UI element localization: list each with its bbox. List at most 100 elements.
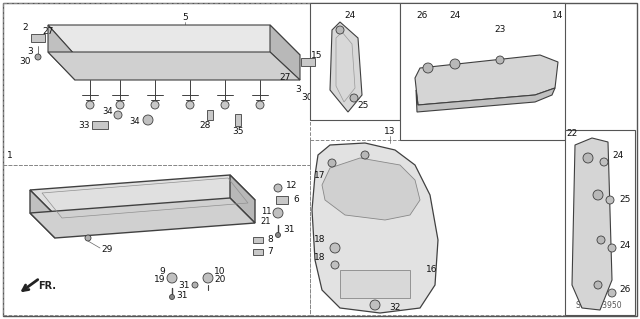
Polygon shape: [330, 22, 362, 112]
Text: 13: 13: [384, 128, 396, 137]
Circle shape: [423, 63, 433, 73]
Text: 5: 5: [182, 13, 188, 23]
Circle shape: [86, 101, 94, 109]
Polygon shape: [270, 25, 300, 80]
Text: 6: 6: [293, 196, 299, 204]
Circle shape: [143, 115, 153, 125]
Text: 11: 11: [260, 207, 271, 217]
Text: 20: 20: [214, 276, 226, 285]
Circle shape: [606, 196, 614, 204]
Text: 26: 26: [416, 11, 428, 19]
Circle shape: [370, 300, 380, 310]
Text: 2: 2: [22, 24, 28, 33]
Text: 3: 3: [27, 48, 33, 56]
Circle shape: [151, 101, 159, 109]
Text: 34: 34: [102, 108, 113, 116]
Bar: [207, 110, 213, 120]
Circle shape: [203, 273, 213, 283]
Text: 18: 18: [314, 235, 326, 244]
Text: 4: 4: [312, 63, 318, 72]
Polygon shape: [30, 190, 55, 238]
Circle shape: [256, 101, 264, 109]
Bar: [301, 58, 315, 66]
Text: 24: 24: [344, 11, 356, 19]
Text: 22: 22: [566, 129, 578, 137]
Polygon shape: [322, 158, 420, 220]
Text: 21: 21: [260, 217, 271, 226]
Text: FR.: FR.: [38, 281, 56, 291]
Text: 25: 25: [620, 196, 630, 204]
Bar: [310, 3, 400, 120]
Text: 7: 7: [267, 248, 273, 256]
Polygon shape: [48, 52, 300, 80]
Circle shape: [186, 101, 194, 109]
Text: 10: 10: [214, 268, 226, 277]
Circle shape: [114, 111, 122, 119]
Text: 32: 32: [389, 303, 401, 313]
Circle shape: [167, 273, 177, 283]
Text: 3: 3: [295, 85, 301, 94]
Text: 15: 15: [311, 50, 323, 60]
Circle shape: [328, 159, 336, 167]
Text: 8: 8: [267, 235, 273, 244]
Text: 9: 9: [159, 268, 165, 277]
Polygon shape: [415, 55, 558, 105]
Circle shape: [608, 244, 616, 252]
Text: 27: 27: [42, 27, 54, 36]
Bar: [92, 121, 108, 129]
Text: 16: 16: [426, 265, 438, 275]
Text: 24: 24: [449, 11, 461, 19]
Polygon shape: [48, 25, 75, 80]
Text: 30: 30: [301, 93, 313, 102]
Text: 33: 33: [78, 121, 90, 130]
Text: 34: 34: [130, 117, 140, 127]
Polygon shape: [312, 143, 438, 313]
Bar: [565, 130, 635, 315]
Circle shape: [192, 282, 198, 288]
Text: 35: 35: [232, 128, 244, 137]
Text: 25: 25: [357, 100, 369, 109]
Circle shape: [450, 59, 460, 69]
Text: 30: 30: [19, 57, 31, 66]
Circle shape: [350, 94, 358, 102]
Text: 14: 14: [552, 11, 564, 19]
Polygon shape: [30, 198, 255, 238]
Text: 31: 31: [179, 280, 189, 290]
Circle shape: [274, 184, 282, 192]
Text: 1: 1: [7, 151, 13, 160]
Circle shape: [593, 190, 603, 200]
Text: 17: 17: [314, 170, 326, 180]
Bar: [276, 196, 288, 204]
Text: 24: 24: [620, 241, 630, 249]
Circle shape: [600, 158, 608, 166]
Polygon shape: [30, 175, 255, 215]
Text: 31: 31: [284, 226, 295, 234]
Bar: [253, 249, 263, 255]
Text: SWA4B3950: SWA4B3950: [575, 301, 622, 310]
Polygon shape: [572, 138, 612, 310]
Text: 18: 18: [314, 254, 326, 263]
Text: 19: 19: [154, 276, 166, 285]
Polygon shape: [48, 25, 300, 55]
Circle shape: [35, 54, 41, 60]
Circle shape: [608, 289, 616, 297]
Text: 26: 26: [620, 286, 630, 294]
Text: 29: 29: [101, 246, 113, 255]
Polygon shape: [230, 175, 255, 223]
Circle shape: [221, 101, 229, 109]
Circle shape: [331, 261, 339, 269]
Bar: [235, 114, 241, 126]
Bar: [400, 3, 565, 140]
Circle shape: [496, 56, 504, 64]
Circle shape: [330, 243, 340, 253]
Circle shape: [361, 151, 369, 159]
Circle shape: [275, 233, 280, 238]
Circle shape: [85, 235, 91, 241]
Text: 28: 28: [199, 122, 211, 130]
Text: 31: 31: [176, 291, 188, 300]
Bar: [253, 237, 263, 243]
Text: 23: 23: [494, 26, 506, 34]
Circle shape: [273, 208, 283, 218]
Bar: [31, 34, 45, 42]
Bar: [340, 270, 410, 298]
